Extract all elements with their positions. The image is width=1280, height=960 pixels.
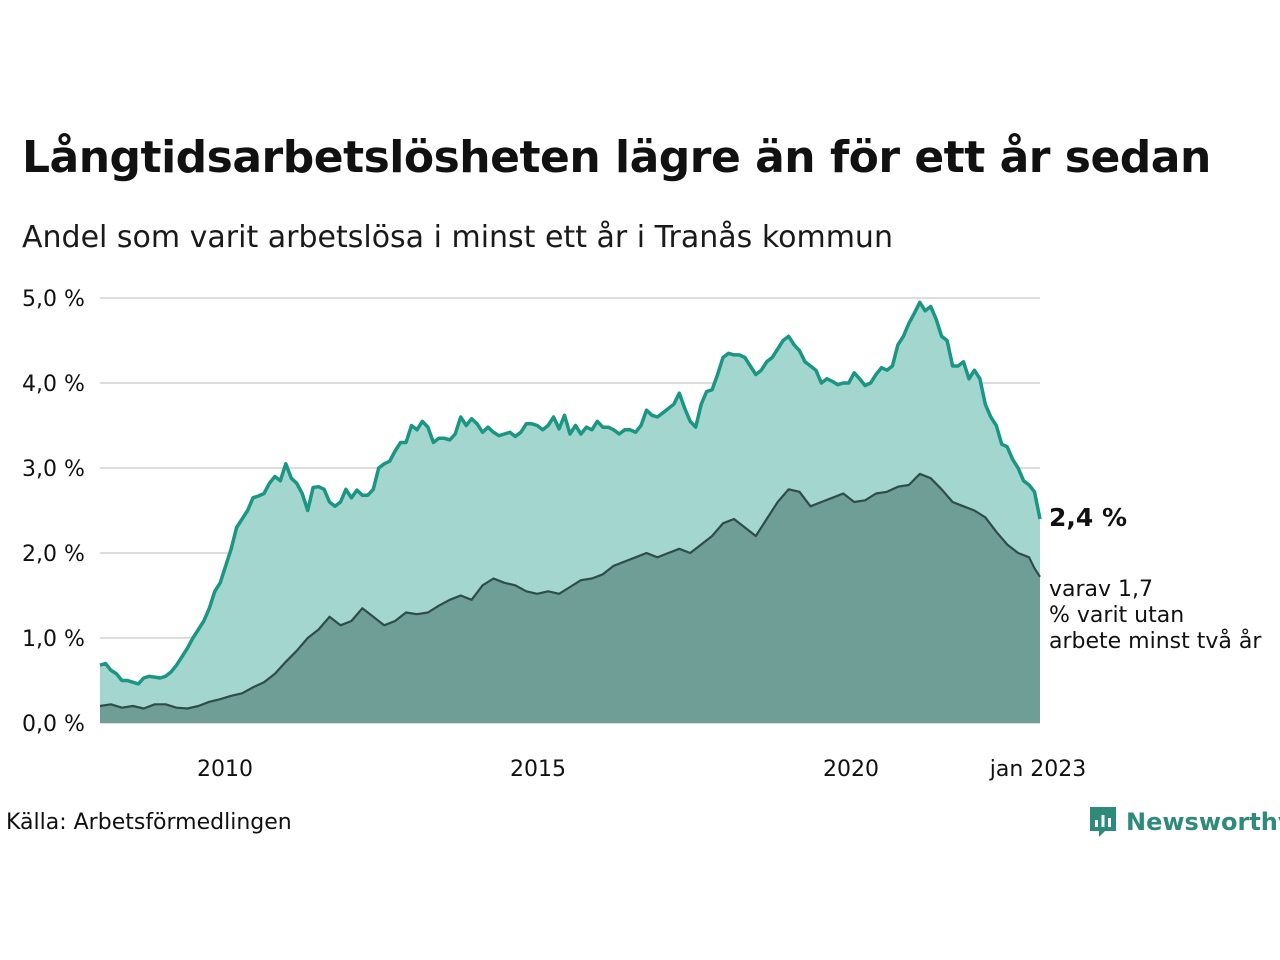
series-1-line: [99, 472, 1041, 710]
x-tick-label-3: jan 2023: [989, 757, 1087, 782]
y-tick-label-3: 3,0 %: [22, 457, 85, 482]
brand-name: Newsworthy: [1126, 808, 1280, 836]
brand-logo: Newsworthy: [1088, 805, 1280, 839]
y-tick-label-4: 4,0 %: [22, 372, 85, 397]
x-tick-label-0: 2010: [197, 757, 253, 782]
series-1-end-label-line-0: varav 1,7: [1049, 577, 1153, 602]
source-note: Källa: Arbetsförmedlingen: [6, 810, 292, 835]
chart-subtitle: Andel som varit arbetslösa i minst ett å…: [22, 220, 893, 255]
chart-areas: [99, 300, 1042, 723]
x-tick-label-1: 2015: [510, 757, 566, 782]
y-tick-label-1: 1,0 %: [22, 627, 85, 652]
series-0-end-label: 2,4 %: [1049, 503, 1127, 532]
area-chart: 0,0 %1,0 %2,0 %3,0 %4,0 %5,0 % 2010 2015 2…: [22, 287, 1262, 782]
newsworthy-logo-icon: [1090, 807, 1116, 837]
series-1-end-label-line-1: % varit utan: [1049, 603, 1184, 628]
x-axis: 2010 2015 2020 jan 2023: [197, 757, 1086, 782]
chart-title: Långtidsarbetslösheten lägre än för ett …: [22, 132, 1211, 183]
y-tick-label-0: 0,0 %: [22, 712, 85, 737]
y-axis: 0,0 % 1,0 % 2,0 % 3,0 % 4,0 % 5,0 %: [22, 287, 85, 737]
series-1-end-label-line-2: arbete minst två år: [1049, 628, 1262, 654]
y-tick-label-2: 2,0 %: [22, 542, 85, 567]
series-1-area: [100, 473, 1040, 723]
series-0-line: [99, 300, 1042, 686]
x-tick-label-2: 2020: [823, 757, 879, 782]
y-tick-label-5: 5,0 %: [22, 287, 85, 312]
